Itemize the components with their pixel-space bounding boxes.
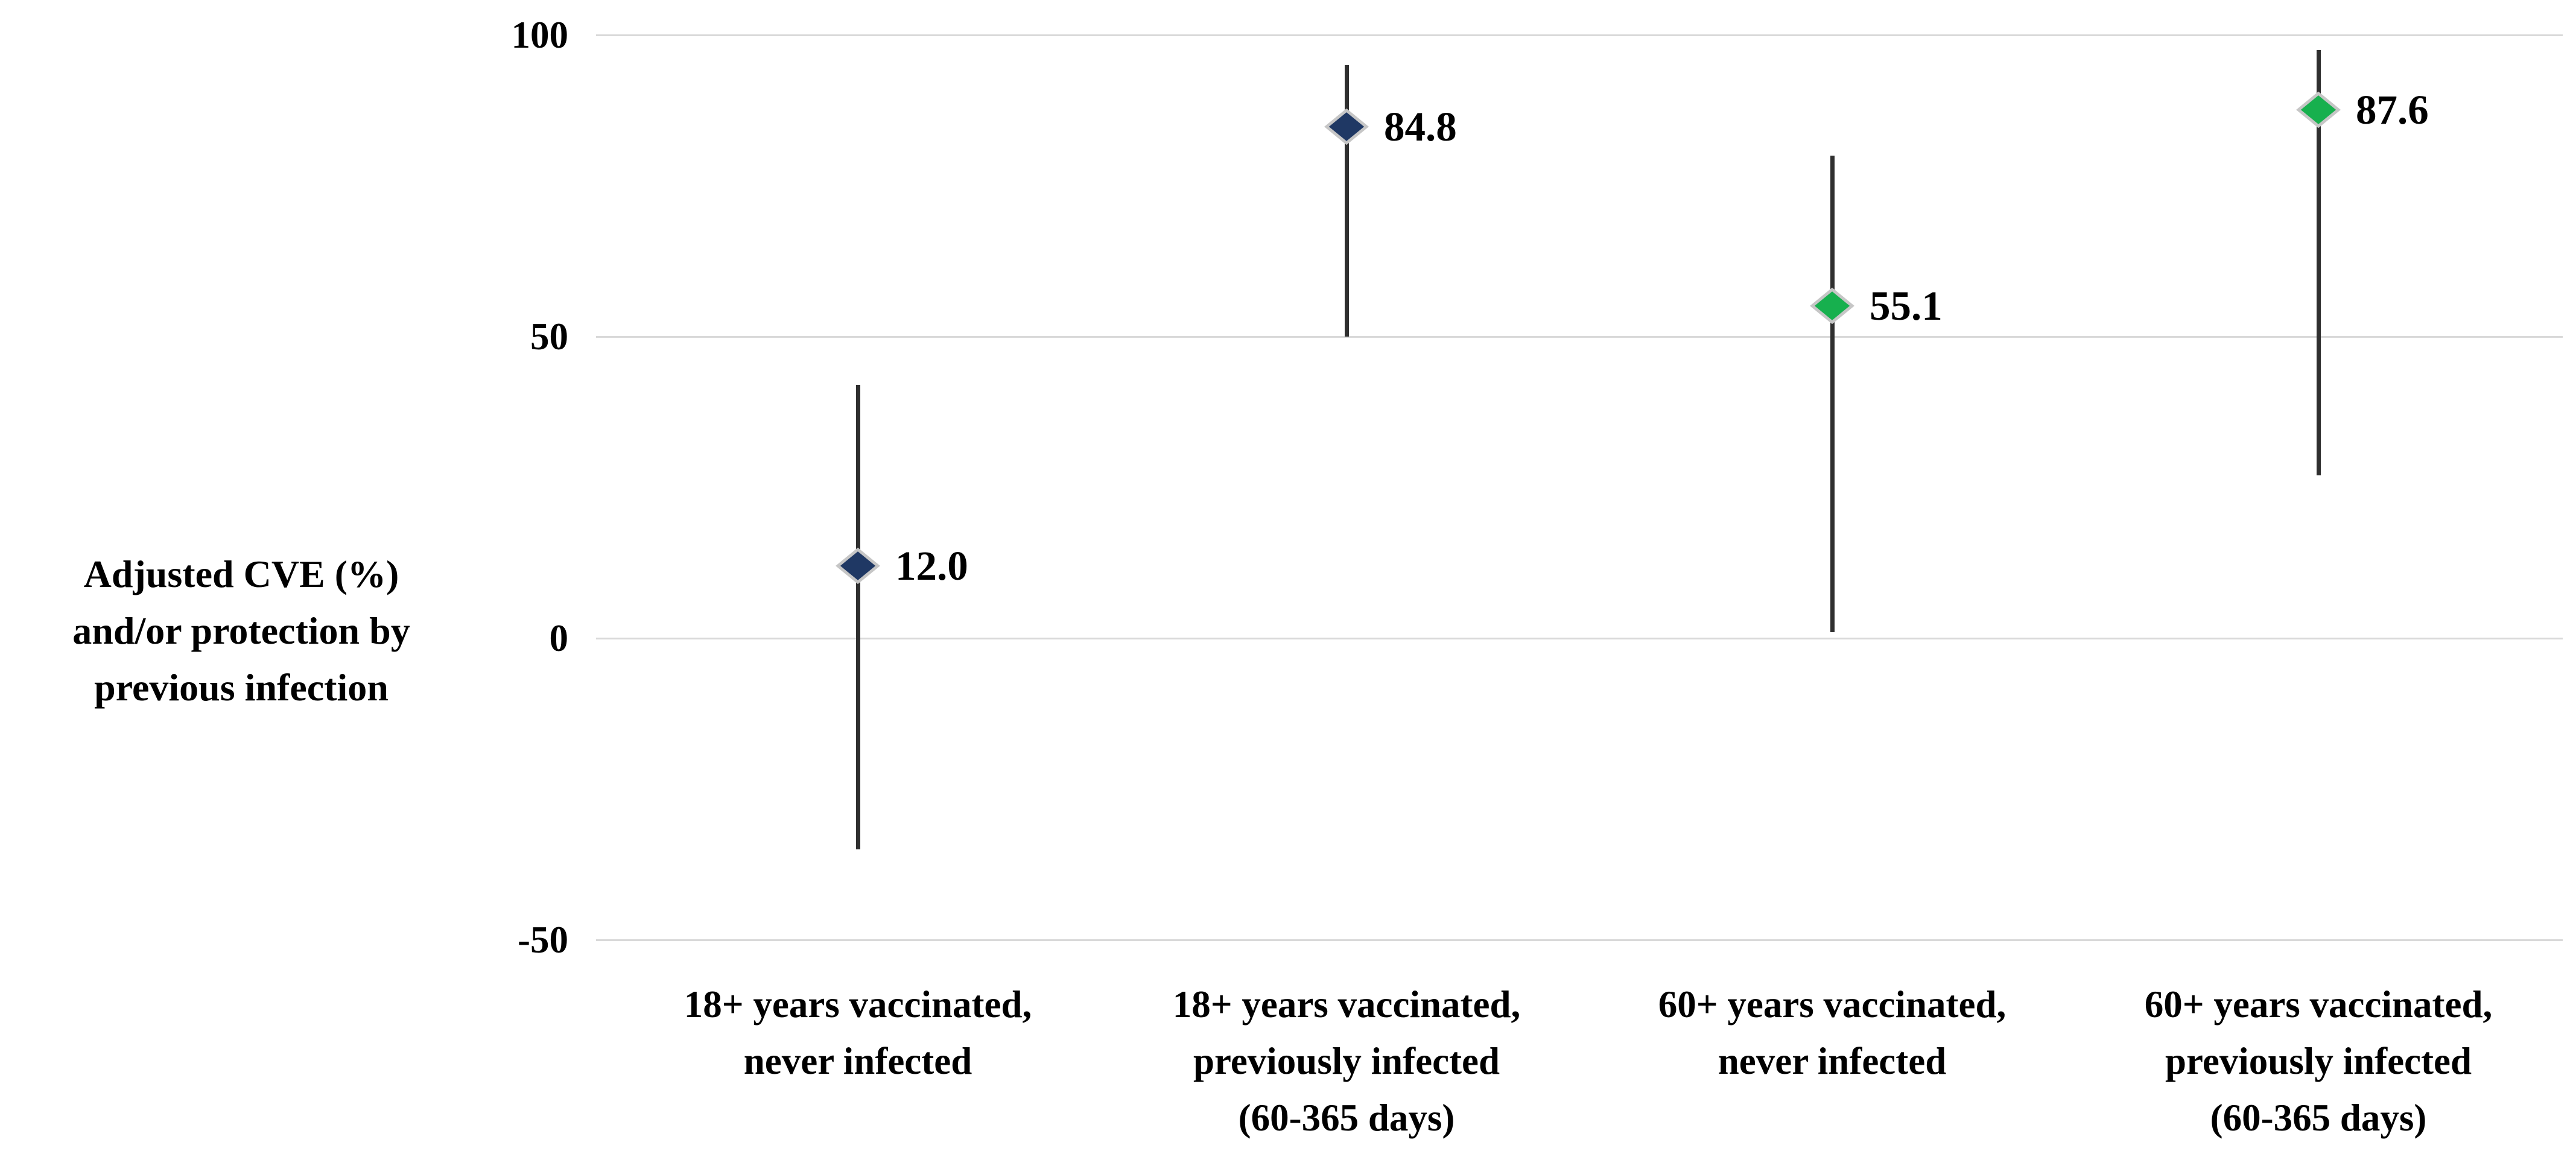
y-tick-label: 50 bbox=[530, 315, 568, 358]
value-label: 84.8 bbox=[1384, 104, 1457, 150]
y-tick-label: 100 bbox=[511, 14, 569, 56]
diamond-marker-shape bbox=[1810, 287, 1854, 325]
value-label: 87.6 bbox=[2356, 87, 2429, 133]
category-label: 18+ years vaccinated, never infected bbox=[684, 983, 1032, 1082]
category-label: 60+ years vaccinated, previously infecte… bbox=[2144, 983, 2493, 1139]
error-bar bbox=[2317, 50, 2321, 475]
y-gridline bbox=[596, 638, 2563, 639]
diamond-marker-icon bbox=[1810, 287, 1854, 325]
y-gridline bbox=[596, 34, 2563, 36]
error-bar bbox=[1830, 156, 1835, 632]
value-label: 12.0 bbox=[895, 543, 968, 589]
error-bar bbox=[1345, 65, 1349, 337]
y-tick-label: -50 bbox=[518, 919, 568, 961]
diamond-marker-icon bbox=[2296, 91, 2341, 128]
category-label: 60+ years vaccinated, never infected bbox=[1658, 983, 2007, 1082]
y-gridline bbox=[596, 939, 2563, 941]
diamond-marker-icon bbox=[1324, 108, 1369, 145]
diamond-marker-shape bbox=[836, 547, 880, 585]
y-gridline bbox=[596, 336, 2563, 338]
error-bar bbox=[856, 385, 860, 849]
y-axis-title: Adjusted CVE (%) and/or protection by pr… bbox=[72, 553, 410, 709]
diamond-marker-shape bbox=[1324, 108, 1369, 145]
y-tick-label: 0 bbox=[549, 617, 569, 659]
category-label: 18+ years vaccinated, previously infecte… bbox=[1172, 983, 1521, 1139]
value-label: 55.1 bbox=[1870, 283, 1943, 329]
diamond-marker-shape bbox=[2296, 91, 2341, 128]
diamond-marker-icon bbox=[836, 547, 880, 585]
